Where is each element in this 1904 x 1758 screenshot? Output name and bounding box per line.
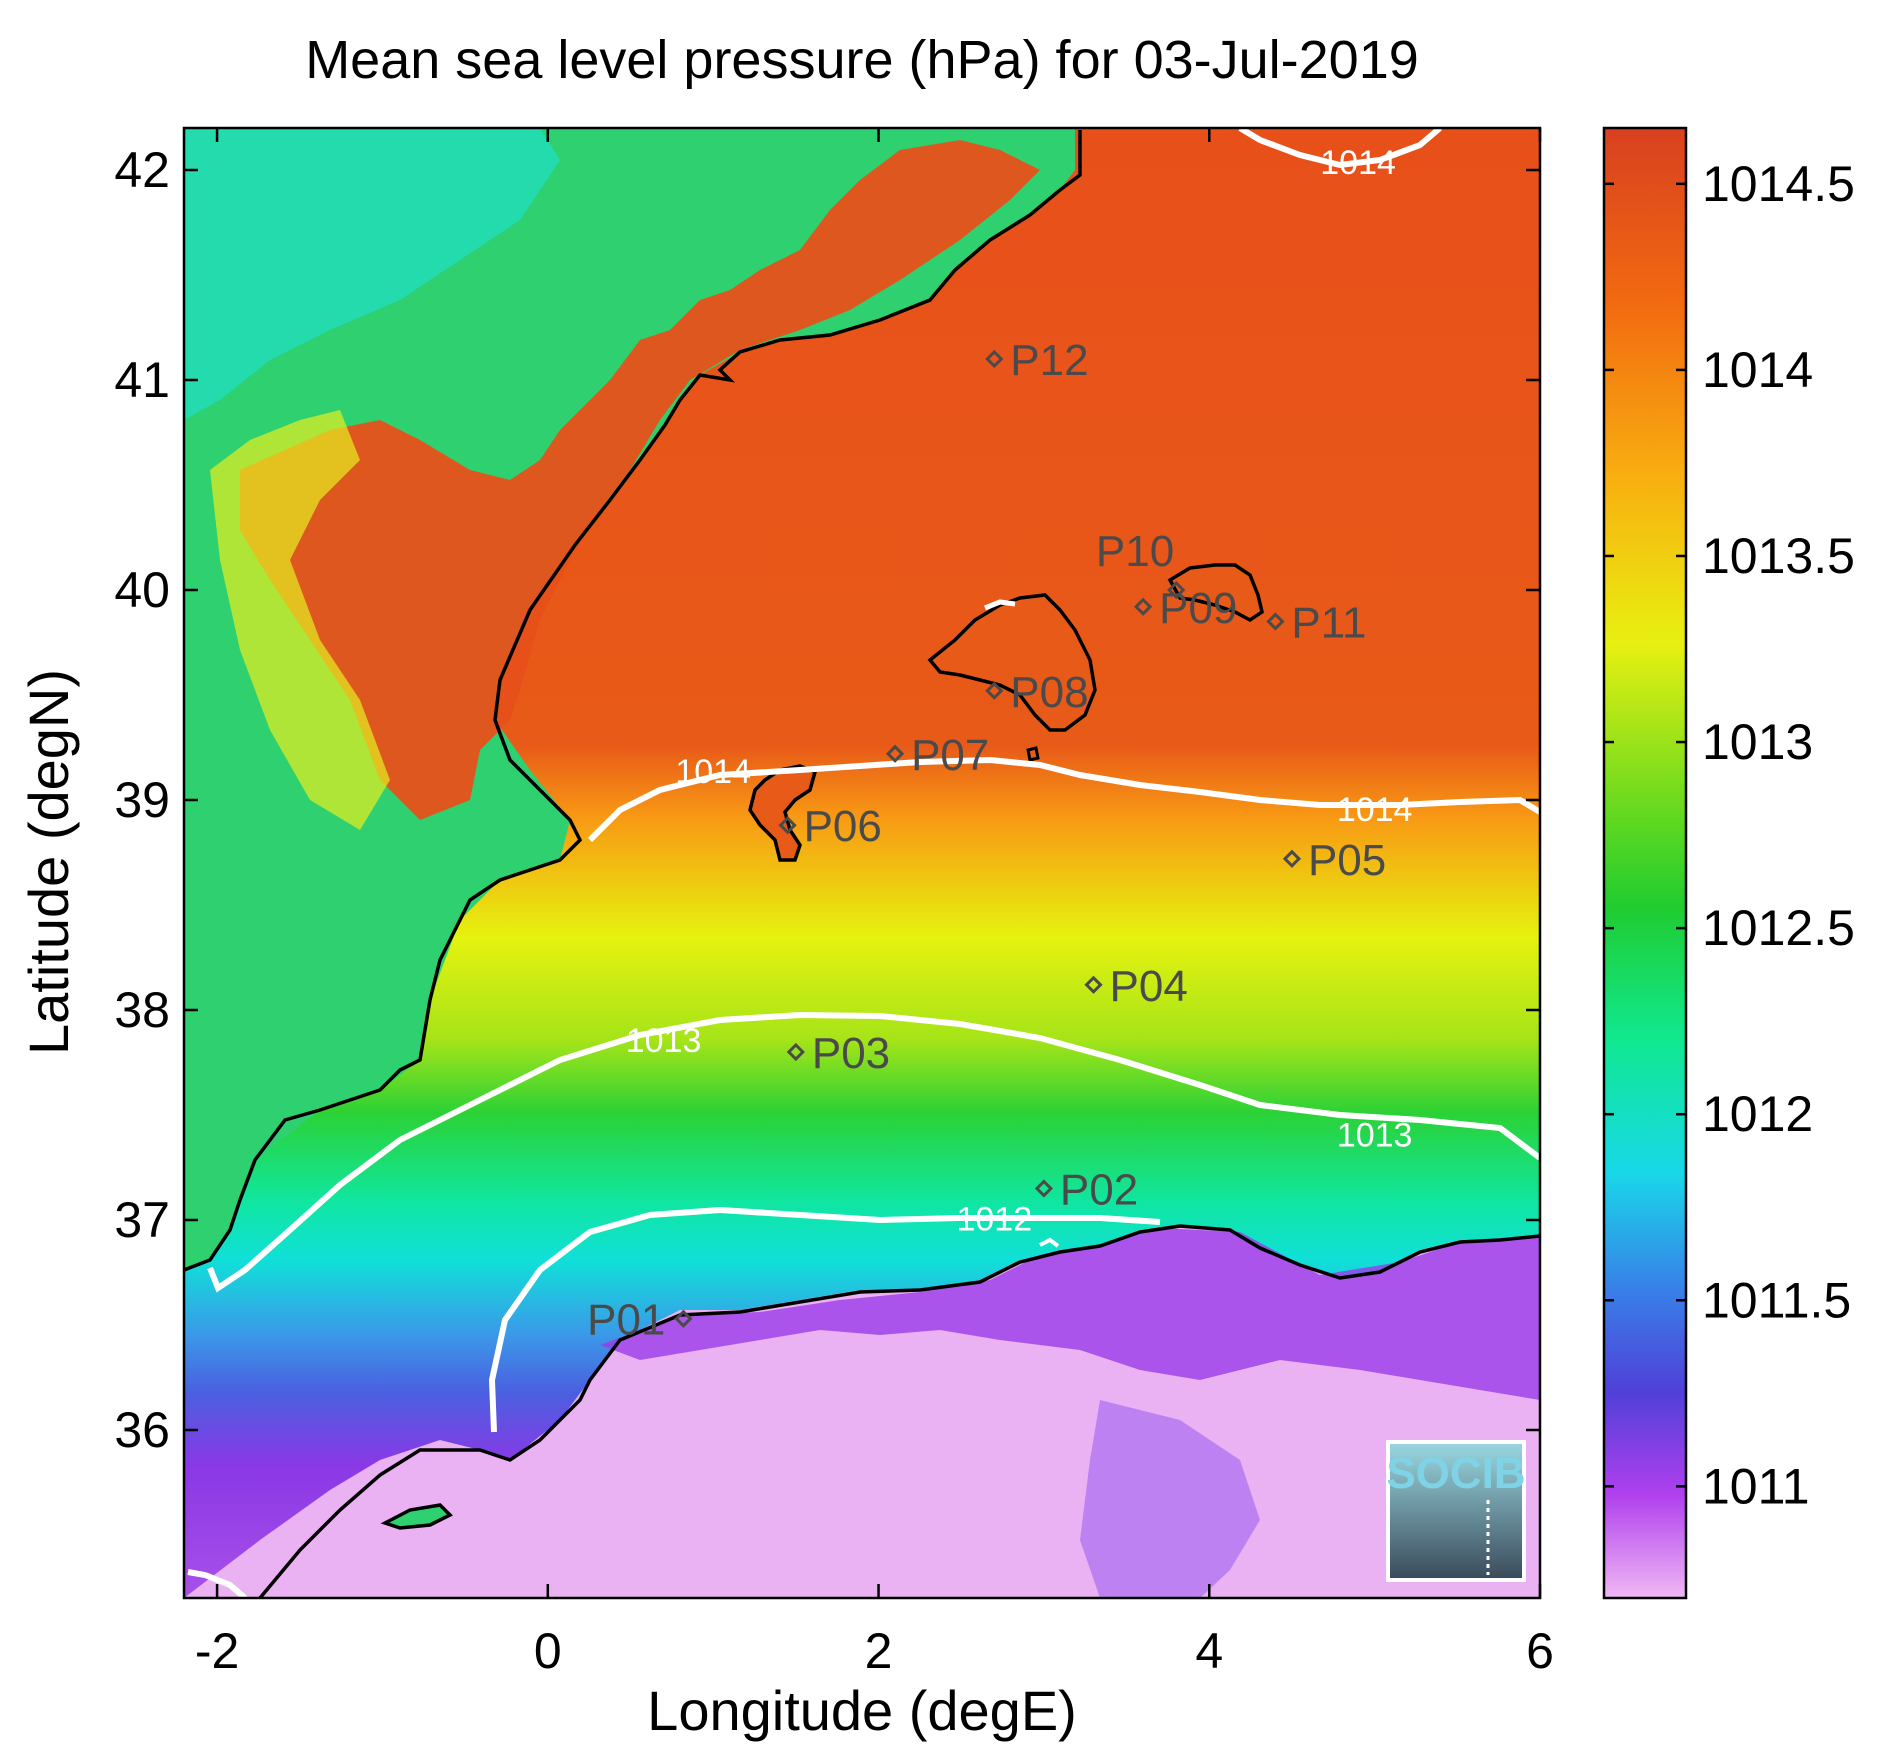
- station-p02[interactable]: P02: [1034, 1166, 1138, 1215]
- y-axis-label: Latitude (degN): [17, 669, 80, 1055]
- colorbar-tick-label: 1014.5: [1702, 156, 1855, 212]
- x-tick-label: -2: [195, 1623, 239, 1679]
- land-africa-purple: [600, 1228, 1540, 1400]
- plot-frame: [182, 126, 1542, 1600]
- y-tick-label: 38: [114, 982, 170, 1038]
- station-marker-icon: [1084, 975, 1103, 994]
- colorbar-tick-label: 1014: [1702, 342, 1813, 398]
- y-tick-label: 39: [114, 772, 170, 828]
- colorbar-gradient: [1602, 126, 1688, 1600]
- contour-labels: 1014 1014 1014 1013 1013 1012: [626, 144, 1413, 1238]
- colorbar: 1014.5 1014 1013.5 1013 1012.5 1012 1011.5 1011: [1602, 126, 1855, 1600]
- contour-label: 1013: [626, 1022, 702, 1060]
- station-marker-icon: [1266, 612, 1285, 631]
- colorbar-tick-label: 1013.5: [1702, 528, 1855, 584]
- y-axis-ticks: 36 37 38 39 40 41 42: [114, 142, 1540, 1458]
- coastline-africa: [258, 1224, 1540, 1598]
- contour-1012-tip: [1039, 1237, 1060, 1248]
- x-tick-label: 4: [1195, 1623, 1223, 1679]
- station-label: P01: [587, 1296, 665, 1345]
- station-p05[interactable]: P05: [1282, 836, 1386, 885]
- station-label: P02: [1060, 1166, 1138, 1215]
- station-p06[interactable]: P06: [778, 802, 882, 851]
- colorbar-tick-label: 1013: [1702, 714, 1813, 770]
- map-title: Mean sea level pressure (hPa) for 03-Jul…: [305, 30, 1419, 90]
- station-p03[interactable]: P03: [786, 1029, 890, 1078]
- land-iberia-cyan: [184, 128, 560, 420]
- contour-label: 1014: [675, 753, 751, 791]
- station-label: P06: [804, 802, 882, 851]
- x-tick-label: 0: [534, 1623, 562, 1679]
- station-label: P03: [812, 1029, 890, 1078]
- station-label: P11: [1291, 599, 1366, 648]
- station-label: P08: [1010, 668, 1088, 717]
- colorbar-tick-label: 1011.5: [1702, 1272, 1851, 1328]
- contour-1014-north: [1238, 128, 1442, 169]
- contour-label: 1014: [1337, 791, 1413, 829]
- socib-logo: SOCIB: [1386, 1440, 1526, 1582]
- island-cabrera: [1026, 746, 1040, 762]
- station-label: P07: [911, 731, 989, 780]
- land-iberia-yellow: [210, 410, 390, 830]
- station-p08[interactable]: P08: [985, 668, 1089, 717]
- station-p04[interactable]: P04: [1084, 962, 1188, 1011]
- colorbar-tick-label: 1012: [1702, 1086, 1813, 1142]
- colorbar-tick-label: 1011: [1702, 1458, 1810, 1514]
- station-p12[interactable]: P12: [985, 336, 1089, 385]
- socib-logo-text: SOCIB: [1386, 1449, 1525, 1498]
- station-p11[interactable]: P11: [1266, 599, 1366, 648]
- x-tick-label: 6: [1526, 1623, 1554, 1679]
- contour-1014-main: [587, 756, 1540, 843]
- station-marker-icon: [786, 1042, 805, 1062]
- land-africa-mid: [1080, 1400, 1260, 1598]
- contour-label: 1014: [1320, 144, 1396, 182]
- x-tick-label: 2: [865, 1623, 893, 1679]
- y-tick-label: 37: [114, 1192, 170, 1248]
- land-iberia-plateau: [240, 140, 1040, 820]
- x-axis-ticks: -2 0 2 4 6: [195, 128, 1554, 1679]
- y-tick-label: 42: [114, 142, 170, 198]
- station-label: P05: [1308, 836, 1386, 885]
- station-marker-icon: [985, 349, 1004, 369]
- station-label: P10: [1096, 527, 1174, 576]
- station-p10[interactable]: P10: [1096, 527, 1186, 600]
- contour-label: 1013: [1337, 1117, 1413, 1155]
- station-marker-icon: [1034, 1179, 1054, 1198]
- y-tick-label: 41: [114, 352, 170, 408]
- station-marker-icon: [885, 744, 905, 763]
- colorbar-tick-label: 1012.5: [1702, 900, 1855, 956]
- x-axis-label: Longitude (degE): [647, 1679, 1077, 1742]
- contour-1012: [488, 1206, 1161, 1433]
- station-marker-icon: [1167, 580, 1186, 600]
- island-menorca: [1167, 563, 1264, 623]
- map-plot-area: 1014 1014 1014 1013 1013 1012 P01 P02 P03 P04 P05…: [184, 128, 1540, 1598]
- colorbar-ticks: 1014.5 1014 1013.5 1013 1012.5 1012 1011.5 1011: [1604, 156, 1855, 1514]
- contour-1012-southwest: [187, 1569, 247, 1598]
- station-marker-icon: [674, 1309, 693, 1328]
- station-label: P04: [1110, 962, 1188, 1011]
- station-marker-icon: [985, 681, 1004, 700]
- contour-1014-mallorca: [984, 599, 1016, 611]
- island-alboran: [380, 1503, 453, 1530]
- station-p07[interactable]: P07: [885, 731, 989, 780]
- y-tick-label: 40: [114, 562, 170, 618]
- y-tick-label: 36: [114, 1402, 170, 1458]
- station-marker-icon: [1133, 597, 1153, 616]
- station-marker-icon: [1282, 849, 1302, 868]
- station-p01[interactable]: P01: [587, 1296, 693, 1345]
- station-marker-icon: [778, 816, 797, 835]
- contour-1013: [207, 1011, 1540, 1293]
- contour-label: 1012: [956, 1201, 1032, 1239]
- land-iberia: [184, 128, 1075, 1270]
- station-label: P12: [1010, 336, 1088, 385]
- coastline-iberia: [184, 130, 1082, 1272]
